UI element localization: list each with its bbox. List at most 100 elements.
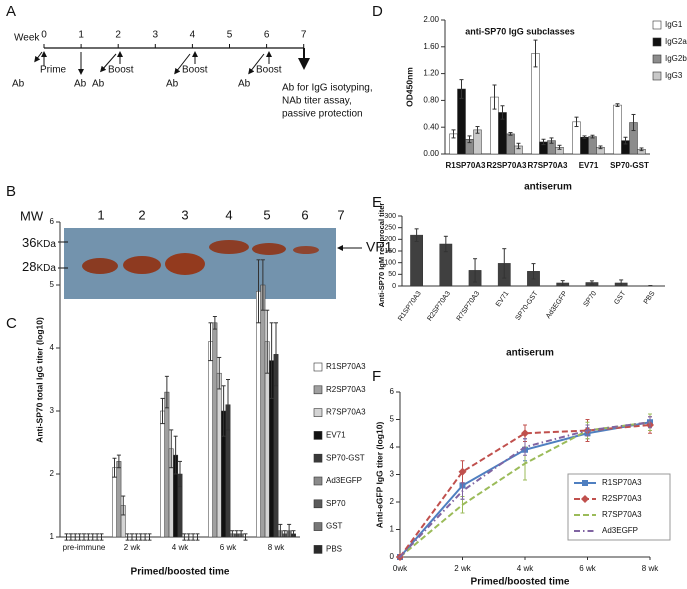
band	[82, 258, 118, 274]
bar	[212, 322, 218, 538]
legend-label: R7SP70A3	[326, 408, 366, 417]
y-tick-label: 2	[50, 469, 55, 478]
legend-label: IgG1	[665, 20, 683, 29]
x-tick-label: EV71	[495, 290, 511, 308]
point	[458, 467, 467, 476]
y-tick-label: 5	[50, 280, 55, 289]
lane-label: 1	[97, 207, 104, 222]
y-tick-label: 300	[384, 213, 396, 220]
legend-swatch	[652, 37, 662, 47]
lane-label: 6	[301, 207, 308, 222]
week-number: 5	[227, 30, 233, 41]
arrow	[248, 53, 265, 75]
y-tick-label: 1	[50, 532, 55, 541]
chart: C 1 2 3 4 5 6 Primed/boosted time Anti-SP70 tota…	[6, 217, 366, 578]
marker-size: 36	[22, 235, 36, 250]
marker-unit: KDa	[36, 263, 56, 274]
y-tick-label: 100	[384, 260, 396, 267]
x-tick-label: R1SP70A3	[397, 290, 423, 322]
band	[293, 246, 319, 254]
legend-label: R1SP70A3	[326, 362, 366, 371]
x-tick-label: pre-immune	[63, 543, 106, 552]
bar	[588, 136, 597, 155]
legend-swatch	[313, 453, 323, 463]
x-tick-label: R7SP70A3	[456, 290, 482, 322]
x-tick-label: R2SP70A3	[426, 290, 452, 322]
event: Boost	[108, 65, 134, 76]
bar	[506, 133, 515, 155]
band	[209, 240, 249, 254]
x-axis-label: antiserum	[506, 348, 554, 359]
y-tick-label: 0.40	[423, 122, 439, 131]
lane-label: 4	[225, 207, 232, 222]
x-axis-label: antiserum	[524, 182, 572, 193]
band	[252, 243, 286, 255]
bar	[531, 53, 540, 155]
legend-swatch	[313, 499, 323, 509]
legend-label: Ad3EGFP	[602, 526, 638, 535]
bar	[160, 410, 165, 538]
x-tick-label: PBS	[643, 290, 657, 306]
week-label: Week	[14, 33, 40, 44]
mw-label: MW	[20, 208, 44, 223]
legend-swatch	[313, 385, 323, 395]
lane-label: 5	[263, 207, 270, 222]
week-number: 2	[115, 30, 121, 41]
y-axis-label: Anti-SP70 total IgG titer (log10)	[34, 317, 44, 443]
arrow	[174, 53, 191, 75]
week-ticks: 0 1 2 3 4 5 6 7	[41, 30, 307, 48]
marker-size: 28	[22, 259, 36, 274]
bar	[112, 467, 117, 538]
week-number: 7	[301, 30, 307, 41]
y-tick-label: 5	[390, 415, 395, 424]
x-tick-label: 6 wk	[220, 543, 237, 552]
arrow	[100, 53, 117, 73]
panel-label: C	[6, 315, 17, 332]
legend-label: Ad3EGFP	[326, 476, 362, 485]
week-number: 1	[78, 30, 84, 41]
event: Ab	[74, 79, 87, 90]
week-number: 3	[153, 30, 159, 41]
y-axis-label: Anti-SP70 IgM reciprocal titer	[377, 203, 386, 308]
panel-label: E	[372, 194, 382, 211]
x-tick-label: SP70-GST	[514, 290, 540, 322]
bar	[164, 391, 170, 538]
point	[521, 429, 529, 438]
legend-swatch	[313, 408, 323, 417]
legend-label: PBS	[326, 545, 342, 554]
x-tick-label: 2 wk	[124, 543, 141, 552]
y-tick-label: 50	[388, 271, 396, 278]
y-tick-label: 1	[390, 525, 395, 534]
y-tick-label: 150	[384, 248, 396, 255]
event: Ab	[166, 79, 179, 90]
legend-marker	[581, 495, 589, 503]
y-tick-label: 4	[390, 442, 395, 451]
legend-label: R1SP70A3	[602, 478, 642, 487]
x-tick-label: 4 wk	[517, 564, 534, 573]
y-tick-label: 0	[392, 283, 396, 290]
y-tick-label: 1.20	[423, 69, 439, 78]
x-tick-label: R7SP70A3	[527, 161, 568, 170]
timeline-panel: A Week 0 1 2 3 4 5 6 7 Prime Ab Ab Ab Boost Boo…	[6, 3, 373, 120]
event: passive protection	[282, 109, 363, 120]
y-tick-label: 250	[384, 225, 396, 232]
marker-unit: KDa	[36, 239, 56, 250]
y-tick-label: 2	[390, 497, 395, 506]
lane-label: 2	[138, 207, 145, 222]
y-tick-label: 3	[390, 470, 395, 479]
legend-swatch	[652, 71, 662, 81]
panel-label: B	[6, 183, 16, 200]
marker-label: 28KDa	[22, 259, 56, 274]
line	[399, 421, 651, 558]
x-axis-label: Primed/boosted time	[471, 577, 570, 588]
y-axis-label: OD450nm	[404, 67, 414, 107]
chart: F 0 1 2 3 4 5 6 Primed/boosted time Anti-eGFP IgG…	[372, 368, 671, 588]
week-number: 0	[41, 30, 47, 41]
bar	[613, 104, 622, 155]
y-tick-label: 6	[50, 217, 55, 226]
x-tick-label: 2 wk	[454, 564, 471, 573]
y-tick-label: 1.60	[423, 42, 439, 51]
legend-label: IgG2a	[665, 37, 687, 46]
bar	[410, 234, 423, 287]
